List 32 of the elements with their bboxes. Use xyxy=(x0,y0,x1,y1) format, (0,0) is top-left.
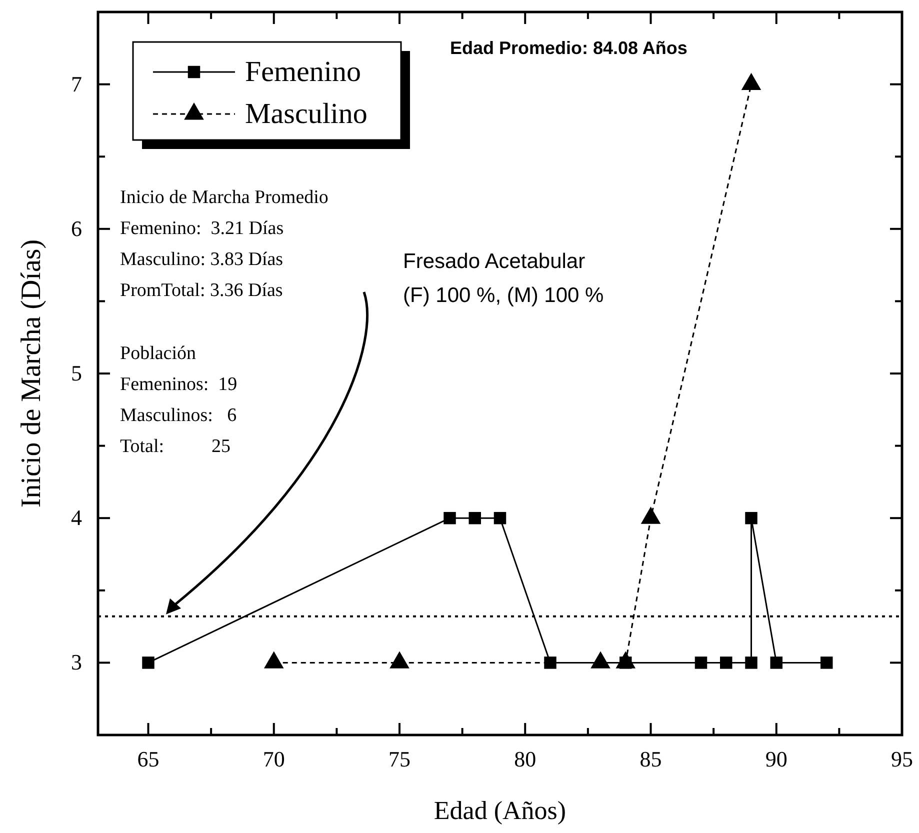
legend-label: Masculino xyxy=(245,98,368,130)
point xyxy=(142,656,154,669)
annotation: Edad Promedio: 84.08 Años xyxy=(450,38,688,58)
point xyxy=(694,656,708,669)
point xyxy=(741,72,762,90)
x-tick-label: 90 xyxy=(765,746,788,772)
x-tick-label: 70 xyxy=(262,746,285,772)
point xyxy=(444,512,456,524)
annotation: Fresado Acetabular (F) 100 %, (M) 100 % xyxy=(403,250,604,307)
annotation: Población Femeninos: 19 Masculinos: 6 Total: 25 xyxy=(120,343,238,457)
point xyxy=(544,656,556,669)
point xyxy=(494,512,506,524)
point xyxy=(468,512,481,524)
y-tick-label: 6 xyxy=(71,216,82,241)
y-tick-label: 4 xyxy=(71,505,82,530)
x-tick-label: 75 xyxy=(388,746,410,772)
point xyxy=(820,656,833,669)
point xyxy=(720,656,732,669)
x-axis-title: Edad (Años) xyxy=(434,796,566,825)
point xyxy=(745,512,758,524)
y-tick-label: 5 xyxy=(71,360,82,386)
y-tick-label: 3 xyxy=(71,650,82,675)
annotation: Inicio de Marcha Promedio Femenino: 3.21 Días Masculino: 3.83 Días PromTotal: 3.36 Días xyxy=(120,187,328,301)
y-tick-label: 7 xyxy=(71,71,82,96)
x-tick-label: 65 xyxy=(137,746,160,772)
point xyxy=(770,656,782,669)
x-tick-label: 95 xyxy=(891,746,913,772)
x-tick-label: 80 xyxy=(514,746,536,772)
y-axis-title: Inicio de Marcha (Días) xyxy=(16,239,47,508)
legend-label: Femenino xyxy=(245,56,361,88)
point xyxy=(745,656,758,669)
x-tick-label: 85 xyxy=(640,746,662,772)
